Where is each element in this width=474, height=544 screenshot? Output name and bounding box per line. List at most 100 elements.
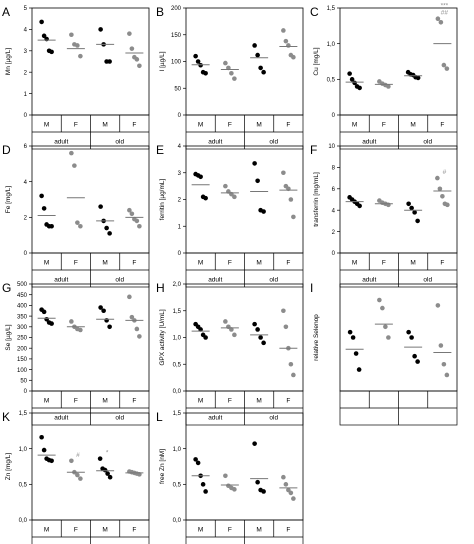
- data-point: [412, 353, 417, 359]
- y-tick-label: 1,5: [173, 309, 182, 315]
- group-label: adult: [54, 277, 68, 284]
- data-point: [255, 327, 260, 332]
- category-label: F: [228, 398, 232, 405]
- group-label: old: [269, 139, 278, 146]
- category-label: F: [132, 260, 136, 267]
- y-axis-label: Cu [mg/L]: [313, 47, 320, 75]
- data-point: [39, 19, 44, 25]
- data-point: [441, 62, 447, 68]
- y-tick-label: 1,5: [327, 6, 336, 12]
- data-point: [198, 174, 203, 180]
- category-label: F: [228, 260, 232, 267]
- data-point: [438, 19, 444, 25]
- data-point: [41, 206, 47, 211]
- data-point: [380, 305, 385, 311]
- data-point: [386, 202, 391, 208]
- significance-marker: #: [76, 452, 80, 459]
- group-label: adult: [54, 139, 68, 146]
- data-point: [69, 458, 74, 464]
- y-axis-label: GPX activity [U/mL]: [159, 309, 166, 366]
- data-point: [200, 482, 206, 487]
- data-point: [383, 324, 388, 330]
- data-point: [255, 479, 260, 485]
- data-point: [261, 69, 266, 75]
- y-tick-label: 1,0: [327, 42, 336, 48]
- category-label: F: [74, 122, 78, 129]
- y-tick-label: 1,0: [173, 336, 182, 342]
- y-tick-label: 5: [24, 6, 28, 12]
- data-point: [78, 53, 83, 59]
- group-label: adult: [208, 277, 222, 284]
- data-point: [288, 490, 294, 496]
- category-label: M: [256, 527, 261, 534]
- data-point: [101, 308, 106, 314]
- data-point: [39, 193, 44, 199]
- data-point: [435, 303, 441, 308]
- data-point: [261, 209, 266, 214]
- category-label: M: [352, 260, 357, 267]
- plot-frame: [31, 283, 150, 392]
- data-point: [435, 16, 441, 22]
- y-tick-label: 1,5: [173, 411, 182, 417]
- y-tick-label: 0: [24, 113, 28, 119]
- y-tick-label: 0,0: [19, 518, 28, 524]
- data-point: [203, 335, 208, 340]
- data-point: [137, 223, 142, 229]
- y-axis-label: Se [µg/L]: [5, 324, 12, 350]
- category-label: M: [44, 527, 49, 534]
- data-point: [261, 489, 266, 494]
- category-label: M: [198, 398, 203, 405]
- data-point: [412, 210, 417, 215]
- category-label: F: [228, 527, 232, 534]
- y-tick-label: 2: [178, 198, 182, 204]
- data-point: [347, 329, 353, 335]
- data-point: [258, 335, 263, 340]
- category-label: M: [256, 122, 261, 129]
- data-point: [377, 297, 382, 303]
- plot-frame: [31, 7, 150, 116]
- panel-letter: B: [156, 5, 164, 19]
- category-label: M: [198, 527, 203, 534]
- data-point: [104, 225, 109, 231]
- data-point: [229, 70, 234, 76]
- data-point: [127, 294, 132, 300]
- category-label: F: [74, 260, 78, 267]
- data-point: [134, 326, 140, 332]
- data-point: [41, 33, 47, 39]
- data-point: [203, 489, 208, 494]
- y-tick-label: 150: [171, 33, 182, 39]
- data-point: [386, 84, 391, 89]
- category-label: F: [286, 260, 290, 267]
- panel-letter: G: [2, 281, 11, 295]
- data-point: [283, 324, 289, 330]
- group-label: adult: [54, 415, 68, 422]
- data-point: [223, 60, 228, 66]
- data-point: [44, 36, 49, 42]
- data-point: [98, 27, 103, 32]
- data-point: [353, 351, 359, 356]
- data-point: [203, 195, 208, 201]
- y-tick-label: 0: [178, 251, 182, 257]
- group-label: old: [423, 139, 432, 146]
- y-tick-label: 0,0: [173, 518, 182, 524]
- group-label: adult: [362, 277, 376, 284]
- category-label: M: [198, 122, 203, 129]
- data-point: [283, 38, 289, 44]
- panel-letter: F: [310, 143, 317, 157]
- data-point: [288, 197, 294, 202]
- data-point: [98, 204, 103, 209]
- data-point: [193, 53, 198, 59]
- category-label: F: [132, 398, 136, 405]
- data-point: [105, 471, 110, 476]
- data-point: [98, 305, 103, 310]
- plot-frame: [31, 145, 150, 254]
- data-point: [69, 319, 74, 324]
- y-tick-label: 50: [174, 86, 181, 92]
- panel-letter: L: [156, 410, 163, 424]
- y-tick-label: 50: [20, 379, 27, 385]
- y-tick-label: 4: [178, 144, 182, 150]
- data-point: [49, 458, 54, 464]
